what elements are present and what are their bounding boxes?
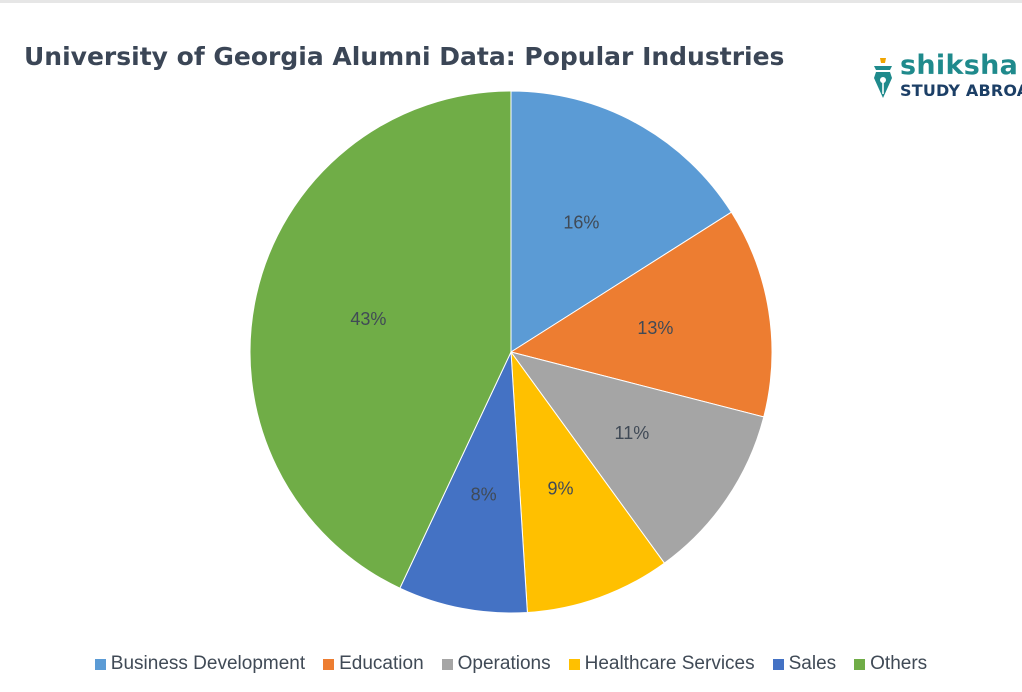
data-label-others: 43% (350, 309, 386, 329)
legend-item-healthcare-services: Healthcare Services (568, 653, 755, 675)
legend-swatch (772, 658, 784, 670)
pie-slice-healthcare-services (510, 350, 666, 614)
legend-item-operations: Operations (441, 653, 551, 675)
top-border (0, 0, 1022, 3)
pie-slice-others (249, 90, 512, 589)
legend-swatch (441, 658, 453, 670)
legend-swatch (94, 658, 106, 670)
legend-item-education: Education (323, 653, 424, 675)
pie-slice-business-development (510, 90, 733, 353)
data-label-sales: 8% (471, 484, 497, 504)
shiksha-logo: shiksha STUDY ABROAD (868, 50, 1022, 102)
legend-item-others: Others (854, 653, 927, 675)
pen-nib-icon (874, 58, 892, 98)
legend-swatch (854, 658, 866, 670)
logo-tagline: STUDY ABROAD (900, 81, 1022, 100)
chart-legend: Business Development Education Operations H… (0, 650, 1022, 678)
legend-item-business-development: Business Development (94, 653, 306, 675)
legend-label: Business Development (110, 653, 306, 674)
pie-data-labels: 16% 13% 11% 9% 8% 43% (350, 213, 673, 505)
logo-wordmark: shiksha (900, 50, 1019, 81)
legend-swatch (568, 658, 580, 670)
legend-label: Education (339, 653, 424, 674)
legend-item-sales: Sales (772, 653, 837, 675)
data-label-healthcare-services: 9% (547, 478, 573, 498)
legend-swatch (323, 658, 335, 670)
legend-label: Others (870, 653, 928, 674)
legend-label: Healthcare Services (584, 653, 755, 674)
pie-slice-sales (399, 351, 528, 614)
data-label-education: 13% (637, 318, 673, 338)
pie-slice-operations (509, 351, 765, 564)
pie-slice-education (509, 211, 773, 418)
pie-slices (249, 90, 773, 614)
data-label-operations: 11% (615, 423, 650, 443)
legend-label: Operations (457, 653, 551, 674)
legend-label: Sales (788, 653, 837, 674)
chart-title: University of Georgia Alumni Data: Popul… (24, 42, 785, 71)
data-label-business-development: 16% (563, 213, 599, 233)
